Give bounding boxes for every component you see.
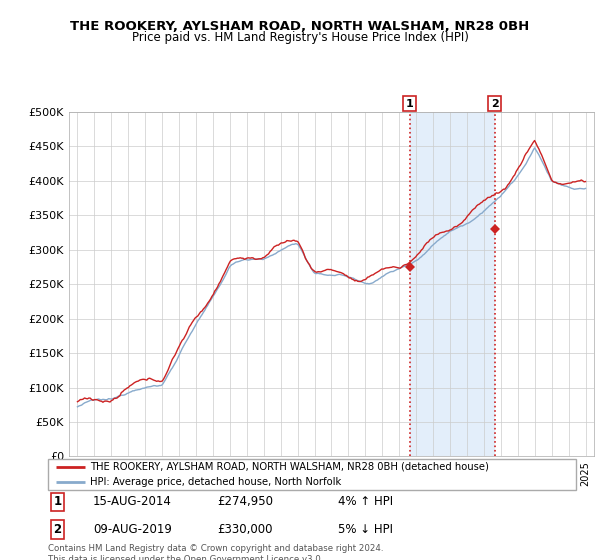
Text: 2: 2: [53, 523, 61, 536]
Text: HPI: Average price, detached house, North Norfolk: HPI: Average price, detached house, Nort…: [90, 477, 341, 487]
Text: £330,000: £330,000: [217, 523, 272, 536]
Text: Contains HM Land Registry data © Crown copyright and database right 2024.
This d: Contains HM Land Registry data © Crown c…: [48, 544, 383, 560]
Bar: [410, 112, 494, 456]
Text: 1: 1: [406, 99, 414, 109]
Text: Price paid vs. HM Land Registry's House Price Index (HPI): Price paid vs. HM Land Registry's House …: [131, 31, 469, 44]
Text: 4% ↑ HPI: 4% ↑ HPI: [338, 496, 394, 508]
Text: £274,950: £274,950: [217, 496, 273, 508]
Text: THE ROOKERY, AYLSHAM ROAD, NORTH WALSHAM, NR28 0BH: THE ROOKERY, AYLSHAM ROAD, NORTH WALSHAM…: [70, 20, 530, 32]
Text: 09-AUG-2019: 09-AUG-2019: [93, 523, 172, 536]
Text: 5% ↓ HPI: 5% ↓ HPI: [338, 523, 394, 536]
Text: 2: 2: [491, 99, 499, 109]
FancyBboxPatch shape: [48, 459, 576, 490]
Text: THE ROOKERY, AYLSHAM ROAD, NORTH WALSHAM, NR28 0BH (detached house): THE ROOKERY, AYLSHAM ROAD, NORTH WALSHAM…: [90, 462, 489, 472]
Text: 15-AUG-2014: 15-AUG-2014: [93, 496, 172, 508]
Text: 1: 1: [53, 496, 61, 508]
